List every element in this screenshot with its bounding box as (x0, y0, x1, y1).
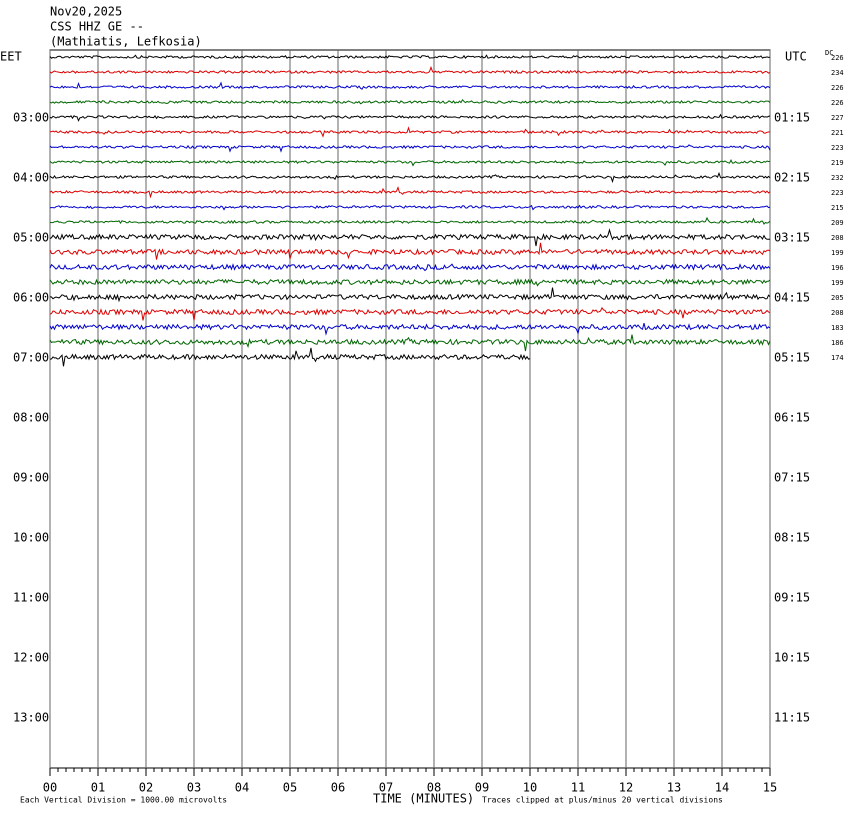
scale-note: Each Vertical Division = 1000.00 microvo… (20, 796, 227, 805)
trace (49, 204, 771, 211)
left-axis-label: EET (0, 50, 22, 64)
dc-value: 223 (831, 144, 844, 152)
x-tick-label: 03 (187, 781, 201, 795)
right-time: 09:15 (774, 591, 810, 605)
trace (49, 113, 771, 122)
trace (49, 81, 771, 90)
trace (49, 278, 771, 287)
x-tick-label: 14 (715, 781, 729, 795)
trace (49, 126, 771, 138)
left-time: 07:00 (13, 351, 49, 365)
location: (Mathiatis, Lefkosia) (50, 35, 202, 49)
trace (49, 334, 771, 352)
trace (49, 98, 771, 105)
right-time: 10:15 (774, 651, 810, 665)
x-tick-label: 10 (523, 781, 537, 795)
trace (49, 306, 771, 321)
dc-value: 186 (831, 339, 844, 347)
trace (49, 185, 771, 199)
right-time: 11:15 (774, 711, 810, 725)
dc-value: 226 (831, 84, 844, 92)
right-time: 08:15 (774, 531, 810, 545)
dc-value: 205 (831, 294, 844, 302)
trace (49, 54, 771, 60)
dc-value: 196 (831, 264, 844, 272)
dc-label: DC (825, 49, 833, 57)
x-tick-label: 08 (427, 781, 441, 795)
trace (49, 263, 771, 272)
dc-value: 209 (831, 219, 844, 227)
dc-value: 234 (831, 69, 844, 77)
clip-note: Traces clipped at plus/minus 20 vertical… (482, 796, 723, 805)
dc-value: 174 (831, 354, 844, 362)
x-tick-label: 11 (571, 781, 585, 795)
left-time: 10:00 (13, 531, 49, 545)
x-tick-label: 13 (667, 781, 681, 795)
x-tick-label: 06 (331, 781, 345, 795)
x-tick-label: 05 (283, 781, 297, 795)
x-tick-label: 01 (91, 781, 105, 795)
x-tick-label: 15 (763, 781, 777, 795)
left-time: 05:00 (13, 231, 49, 245)
x-tick-label: 04 (235, 781, 249, 795)
x-tick-label: 09 (475, 781, 489, 795)
trace (49, 171, 771, 184)
left-time: 03:00 (13, 111, 49, 125)
trace (49, 287, 771, 303)
dc-value: 208 (831, 234, 844, 242)
dc-value: 208 (831, 309, 844, 317)
trace (49, 228, 770, 247)
plot-frame (49, 49, 771, 769)
right-time: 02:15 (774, 171, 810, 185)
right-time: 04:15 (774, 291, 810, 305)
dc-value: 183 (831, 324, 844, 332)
x-tick-label: 00 (43, 781, 57, 795)
x-tick-label: 02 (139, 781, 153, 795)
right-time: 03:15 (774, 231, 810, 245)
right-time: 01:15 (774, 111, 810, 125)
left-time: 12:00 (13, 651, 49, 665)
dc-value: 199 (831, 279, 844, 287)
left-time: 08:00 (13, 411, 49, 425)
trace (49, 216, 771, 225)
dc-value: 232 (831, 174, 844, 182)
left-time: 11:00 (13, 591, 49, 605)
right-axis-label: UTC (785, 50, 807, 64)
right-time: 07:15 (774, 471, 810, 485)
dc-value: 223 (831, 189, 844, 197)
x-axis-title: TIME (MINUTES) (373, 792, 474, 806)
trace (49, 347, 531, 367)
left-time: 09:00 (13, 471, 49, 485)
left-time: 13:00 (13, 711, 49, 725)
x-tick-label: 07 (379, 781, 393, 795)
trace (49, 158, 770, 167)
dc-value: 226 (831, 99, 844, 107)
left-time: 04:00 (13, 171, 49, 185)
dc-value: 227 (831, 114, 844, 122)
right-time: 05:15 (774, 351, 810, 365)
dc-value: 215 (831, 204, 844, 212)
dc-value: 199 (831, 249, 844, 257)
trace (49, 242, 771, 260)
dc-value: 226 (831, 54, 844, 62)
dc-value: 221 (831, 129, 844, 137)
trace (49, 144, 771, 153)
left-time: 06:00 (13, 291, 49, 305)
x-tick-label: 12 (619, 781, 633, 795)
right-time: 06:15 (774, 411, 810, 425)
station: CSS HHZ GE -- (50, 20, 144, 34)
trace (49, 322, 771, 336)
dc-value: 219 (831, 159, 844, 167)
trace (49, 65, 771, 74)
date: Nov20,2025 (50, 5, 122, 19)
